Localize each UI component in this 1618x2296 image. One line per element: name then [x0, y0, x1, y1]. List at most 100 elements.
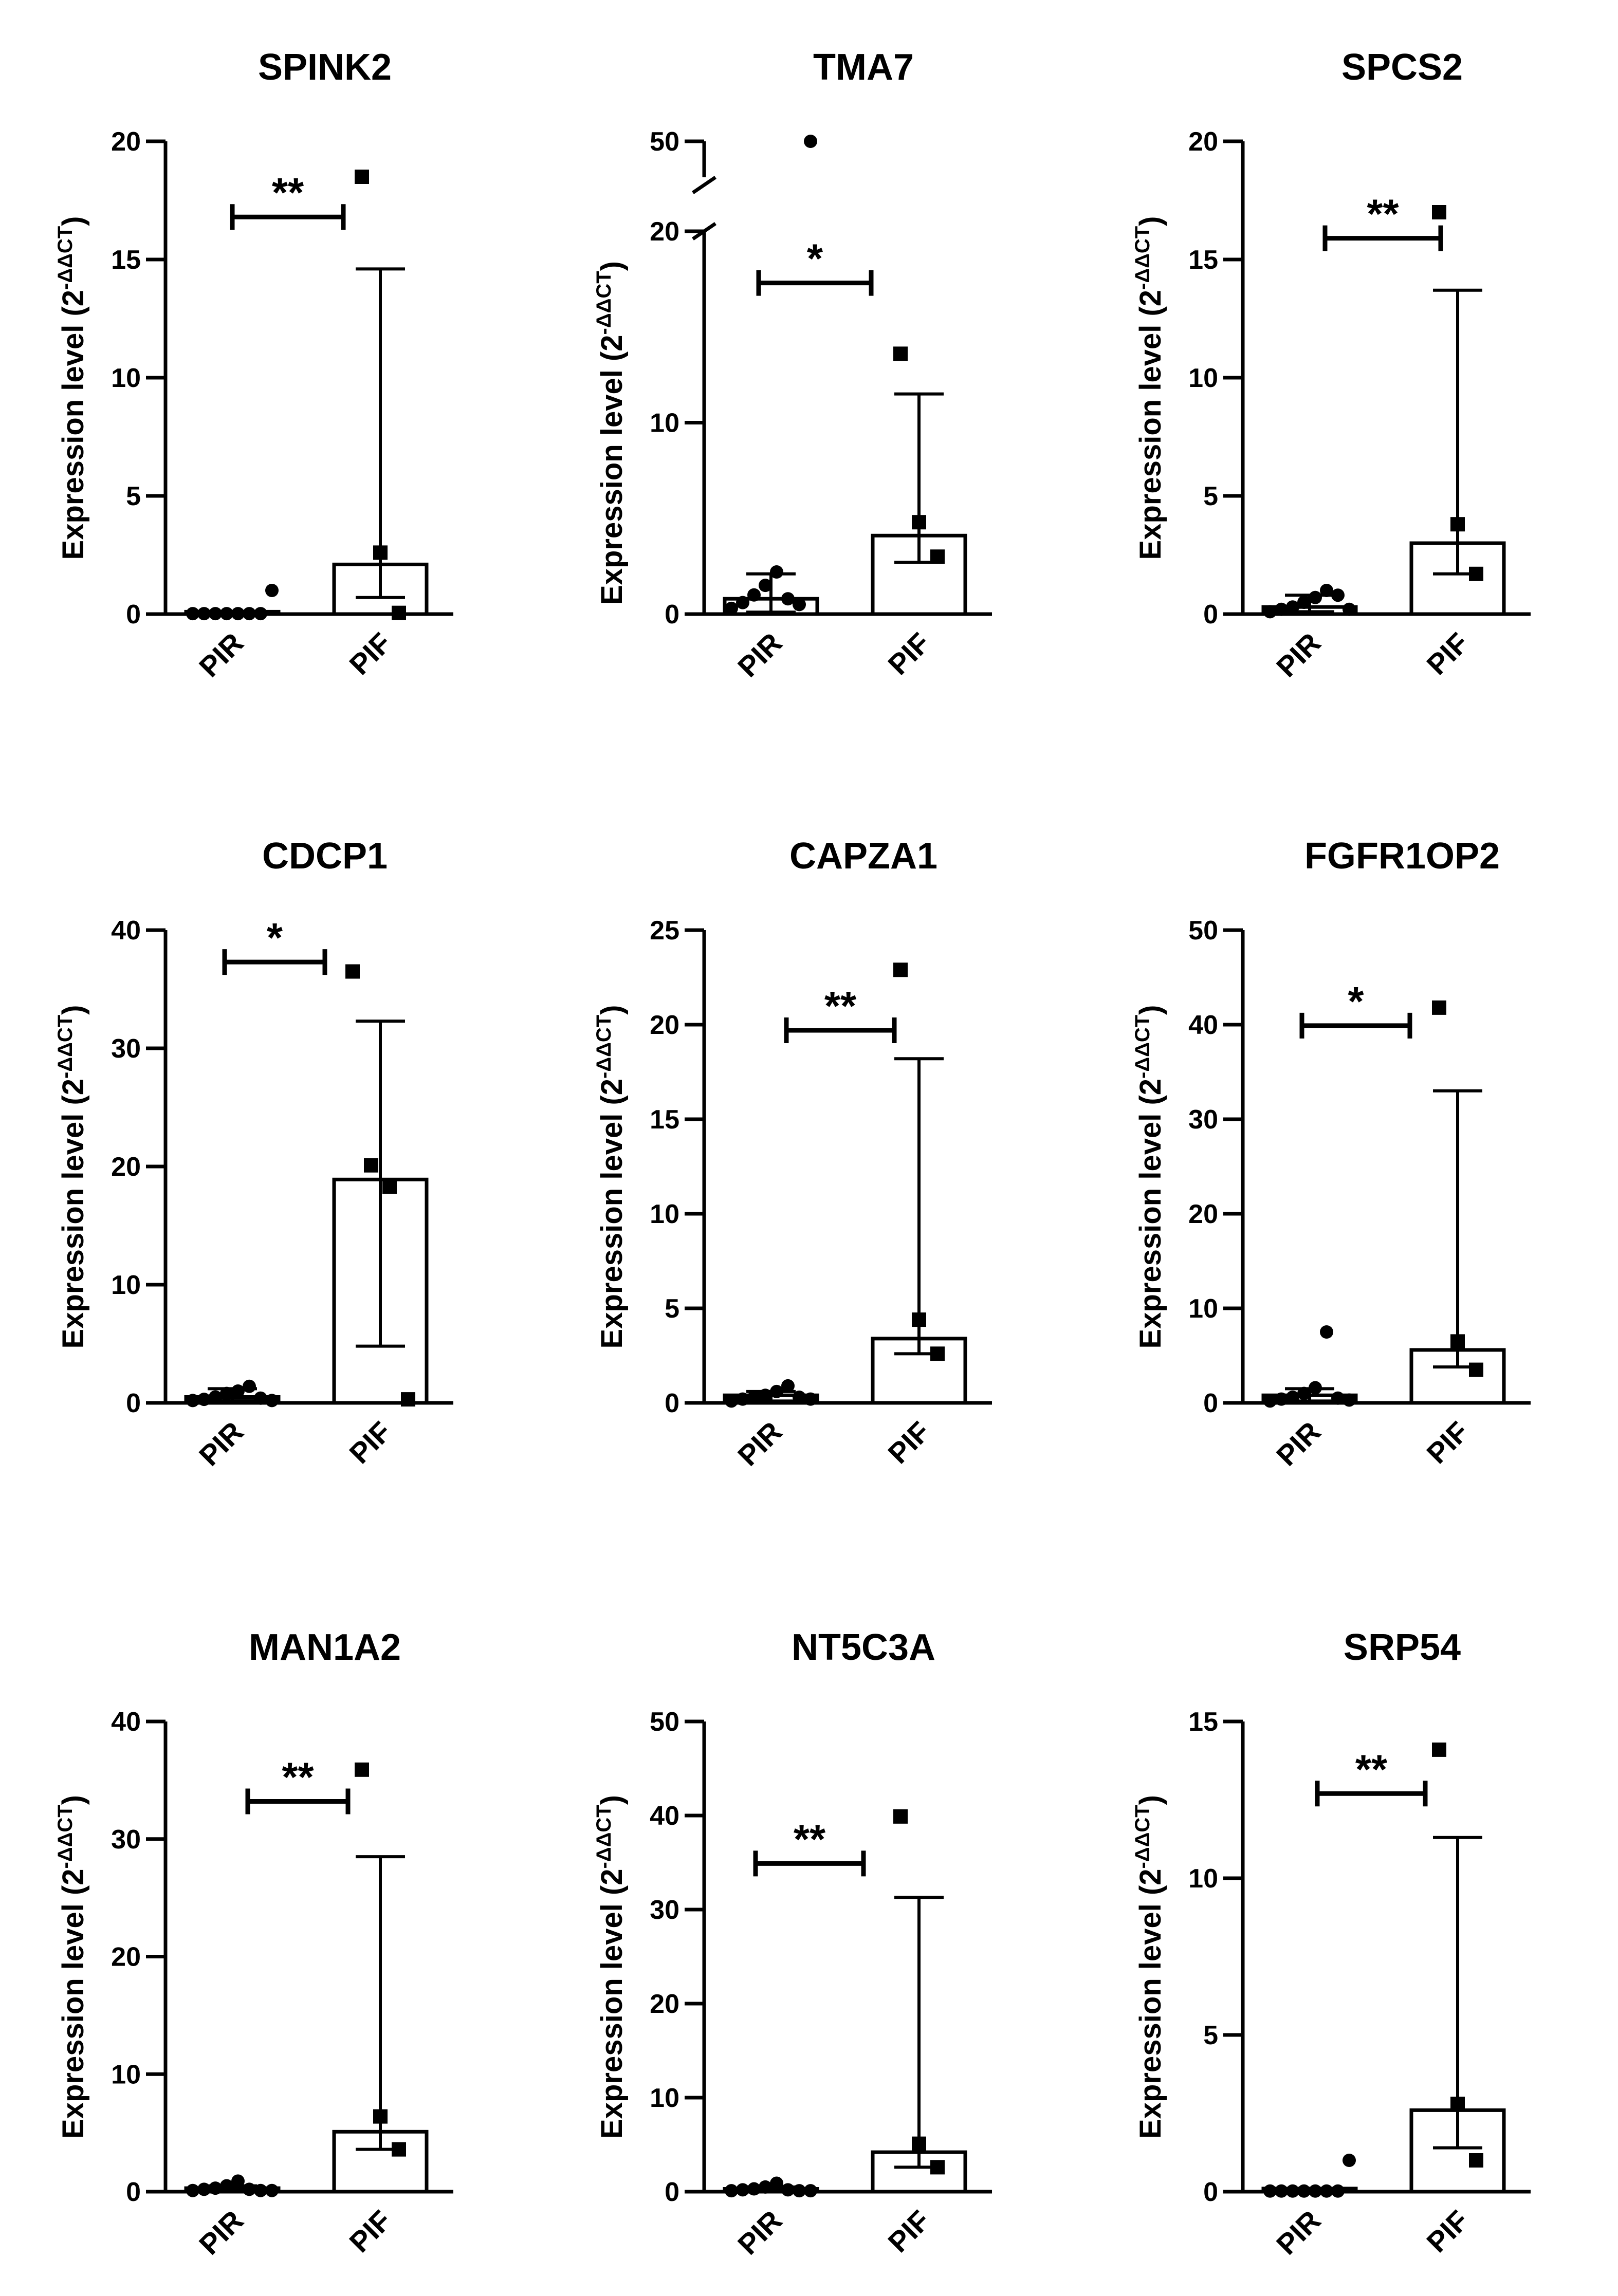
- data-point: [382, 1179, 397, 1194]
- data-point: [781, 1379, 795, 1393]
- data-point: [197, 607, 211, 621]
- y-tick-label: 0: [1203, 2177, 1218, 2207]
- data-point: [231, 2174, 245, 2188]
- x-tick-label: PIR: [193, 1415, 250, 1472]
- data-point: [1450, 1334, 1465, 1349]
- data-point: [1297, 596, 1311, 609]
- data-point: [1286, 2184, 1299, 2198]
- x-tick-label: PIR: [1270, 626, 1327, 683]
- chart-title: CDCP1: [262, 836, 388, 877]
- y-tick-label: 15: [1188, 245, 1218, 275]
- data-point: [793, 1390, 806, 1404]
- data-point: [373, 545, 388, 560]
- y-axis-label: Expression level (2-ΔΔCT): [593, 1005, 629, 1349]
- data-point: [930, 2160, 945, 2175]
- data-point: [1309, 590, 1322, 604]
- y-tick-label: 0: [665, 1388, 679, 1418]
- data-point: [392, 605, 406, 620]
- axis-break-mark: [692, 176, 716, 194]
- x-tick-label: PIF: [881, 2204, 936, 2258]
- x-tick-label: PIF: [881, 626, 936, 681]
- y-tick-label: 10: [650, 1199, 679, 1229]
- significance-label: **: [794, 1816, 826, 1862]
- y-tick-label: 40: [1188, 1010, 1218, 1040]
- chart-panel-capza1: CAPZA1 0 5 10 15 20 25 Expression level (2-ΔΔCT…: [593, 836, 992, 1472]
- y-axis-label: Expression level (2-ΔΔCT): [1131, 216, 1167, 560]
- data-point: [355, 1762, 369, 1777]
- x-tick-label: PIR: [193, 2204, 250, 2261]
- y-tick-label: 5: [1203, 2021, 1218, 2050]
- chart-panel-spcs2: SPCS2 0 5 10 15 20 Expression level (2-ΔΔCT) PI…: [1131, 47, 1531, 683]
- y-tick-label: 5: [665, 1294, 679, 1324]
- chart-title: MAN1A2: [249, 1627, 401, 1668]
- data-point: [1331, 588, 1345, 602]
- y-tick-label: 0: [665, 600, 679, 629]
- data-point: [1450, 517, 1465, 532]
- y-tick-label: 20: [111, 127, 141, 157]
- chart-panel-nt5c3a: NT5C3A 0 10 20 30 40 50 Expression level (2-ΔΔC…: [593, 1627, 992, 2261]
- data-point: [265, 584, 279, 597]
- data-point: [1432, 1000, 1446, 1015]
- y-tick-label: 10: [111, 363, 141, 393]
- data-point: [1432, 1742, 1446, 1757]
- data-point: [1275, 1392, 1288, 1406]
- data-point: [1275, 2184, 1288, 2198]
- data-point: [220, 2179, 233, 2193]
- data-point: [1432, 205, 1446, 219]
- chart-title: NT5C3A: [792, 1627, 935, 1668]
- data-point: [220, 607, 233, 621]
- y-tick-label: 20: [1188, 1199, 1218, 1229]
- x-tick-label: PIR: [731, 626, 788, 683]
- data-point: [793, 598, 806, 612]
- y-tick-label: 20: [650, 217, 679, 247]
- y-tick-label: 30: [1188, 1105, 1218, 1135]
- chart-panel-spink2: SPINK2 0 5 10 15 20 Expression level (2-ΔΔCT) P…: [54, 47, 453, 683]
- data-point: [1286, 600, 1299, 614]
- data-point: [197, 1393, 211, 1406]
- chart-title: TMA7: [813, 47, 914, 88]
- y-tick-label: 40: [650, 1801, 679, 1831]
- data-point: [186, 2183, 199, 2197]
- data-point: [804, 1392, 817, 1406]
- data-point: [364, 1158, 378, 1173]
- data-point: [912, 2136, 926, 2151]
- y-tick-label: 50: [650, 127, 679, 157]
- x-tick-label: PIF: [1420, 1415, 1475, 1470]
- y-tick-label: 20: [650, 1989, 679, 2019]
- data-point: [1320, 2184, 1333, 2198]
- data-point: [725, 601, 738, 615]
- chart-title: SPCS2: [1341, 47, 1463, 88]
- y-tick-label: 20: [1188, 127, 1218, 157]
- data-point: [1320, 1325, 1333, 1339]
- data-point: [1469, 566, 1483, 581]
- y-tick-label: 10: [1188, 363, 1218, 393]
- y-axis-label: Expression level (2-ΔΔCT): [593, 261, 629, 605]
- data-point: [736, 1392, 749, 1406]
- y-tick-label: 10: [650, 409, 679, 438]
- data-point: [912, 515, 926, 530]
- data-point: [1331, 1391, 1345, 1405]
- y-tick-label: 0: [665, 2177, 679, 2207]
- significance-label: **: [1367, 191, 1399, 237]
- data-point: [355, 170, 369, 184]
- y-tick-label: 15: [111, 245, 141, 275]
- data-point: [209, 1390, 222, 1404]
- chart-panel-tma7: TMA7 50 0 10 20 Expression level (2-ΔΔCT) PIR P…: [593, 47, 992, 683]
- y-axis-label: Expression level (2-ΔΔCT): [1131, 1795, 1167, 2139]
- data-point: [220, 1386, 233, 1400]
- y-axis-label: Expression level (2-ΔΔCT): [54, 216, 90, 560]
- y-axis-label: Expression level (2-ΔΔCT): [54, 1795, 90, 2139]
- data-point: [770, 1384, 783, 1398]
- x-tick-label: PIR: [1270, 1415, 1327, 1472]
- y-tick-label: 30: [111, 1825, 141, 1855]
- data-point: [1309, 2184, 1322, 2198]
- y-tick-label: 20: [650, 1010, 679, 1040]
- data-point: [893, 346, 908, 361]
- data-point: [345, 964, 360, 979]
- data-point: [930, 1346, 945, 1361]
- data-point: [736, 2183, 749, 2197]
- data-point: [1343, 602, 1356, 616]
- x-tick-label: PIR: [731, 1415, 788, 1472]
- data-point: [401, 1392, 415, 1407]
- y-tick-label: 0: [126, 2177, 141, 2207]
